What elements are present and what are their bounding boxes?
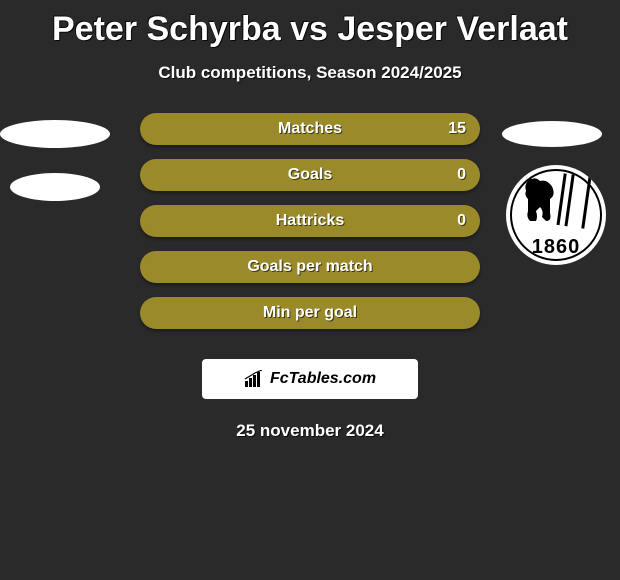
stat-bar-matches: Matches 15 [140,113,480,145]
comparison-infographic: Peter Schyrba vs Jesper Verlaat Club com… [0,0,620,580]
site-logo-text: FcTables.com [270,370,376,388]
stat-bar-goals: Goals 0 [140,159,480,191]
badge-year: 1860 [506,236,606,259]
stats-area: Matches 15 Goals 0 Hattricks 0 Goals per… [0,113,620,363]
stat-bar-mpg: Min per goal [140,297,480,329]
bar-chart-icon [244,370,266,388]
stat-bar-value: 0 [457,205,466,237]
left-placeholder-ellipse-2 [10,173,100,201]
right-placeholder-ellipse [502,121,602,147]
stat-bars: Matches 15 Goals 0 Hattricks 0 Goals per… [140,113,480,343]
page-subtitle: Club competitions, Season 2024/2025 [0,63,620,83]
stat-bar-label: Min per goal [140,297,480,329]
page-title: Peter Schyrba vs Jesper Verlaat [0,0,620,49]
right-team-badge-col: 1860 [502,113,610,265]
stat-bar-hattricks: Hattricks 0 [140,205,480,237]
left-placeholder-ellipse-1 [0,120,110,148]
stat-bar-value: 0 [457,159,466,191]
club-badge-1860: 1860 [506,165,606,265]
site-logo: FcTables.com [244,370,376,388]
stat-bar-value: 15 [448,113,466,145]
stat-bar-label: Goals [140,159,480,191]
stat-bar-label: Hattricks [140,205,480,237]
date-text: 25 november 2024 [0,421,620,441]
left-team-badge-col [0,113,110,201]
site-logo-box: FcTables.com [202,359,418,399]
badge-circle: 1860 [506,165,606,265]
stat-bar-label: Goals per match [140,251,480,283]
stat-bar-label: Matches [140,113,480,145]
stat-bar-gpm: Goals per match [140,251,480,283]
